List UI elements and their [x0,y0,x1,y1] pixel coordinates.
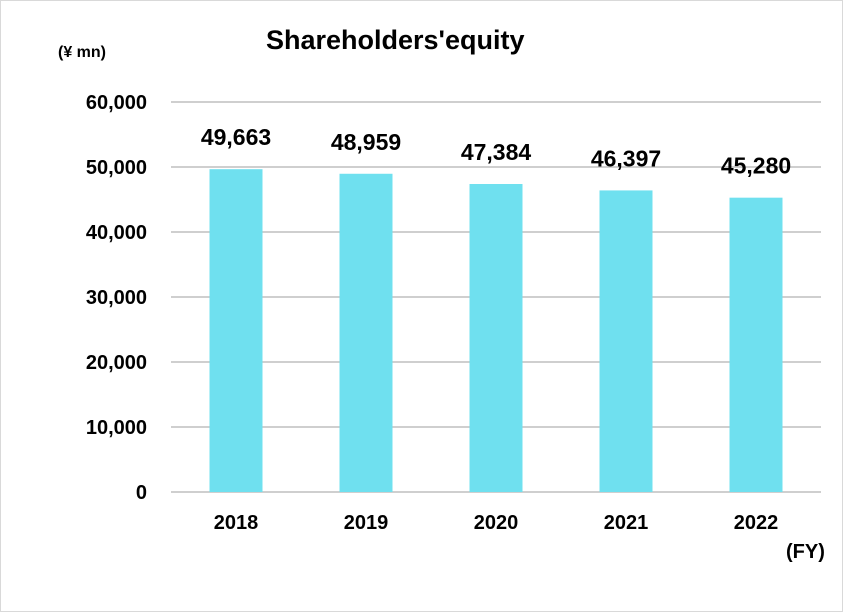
x-axis-unit-label: (FY) [786,541,825,563]
bar [729,197,783,492]
data-label: 45,280 [721,153,791,179]
x-tick-label: 2021 [604,512,649,534]
data-label: 49,663 [201,124,271,150]
bar [469,184,523,492]
y-tick-label: 30,000 [86,287,147,309]
y-tick-label: 10,000 [86,417,147,439]
chart-title: Shareholders'equity [266,25,525,55]
y-tick-label: 20,000 [86,352,147,374]
y-tick-label: 50,000 [86,157,147,179]
bar [339,173,393,493]
data-label: 46,397 [591,145,661,171]
x-tick-label: 2019 [344,512,389,534]
data-label: 47,384 [461,139,532,165]
y-tick-label: 60,000 [86,92,147,114]
bar [209,169,263,493]
x-tick-label: 2018 [214,512,259,534]
y-tick-label: 40,000 [86,222,147,244]
data-label: 48,959 [331,129,401,155]
bar [599,190,653,492]
y-axis-unit-label: (¥ mn) [58,44,106,61]
y-tick-label: 0 [136,482,147,504]
x-tick-label: 2022 [734,512,779,534]
x-tick-label: 2020 [474,512,519,534]
